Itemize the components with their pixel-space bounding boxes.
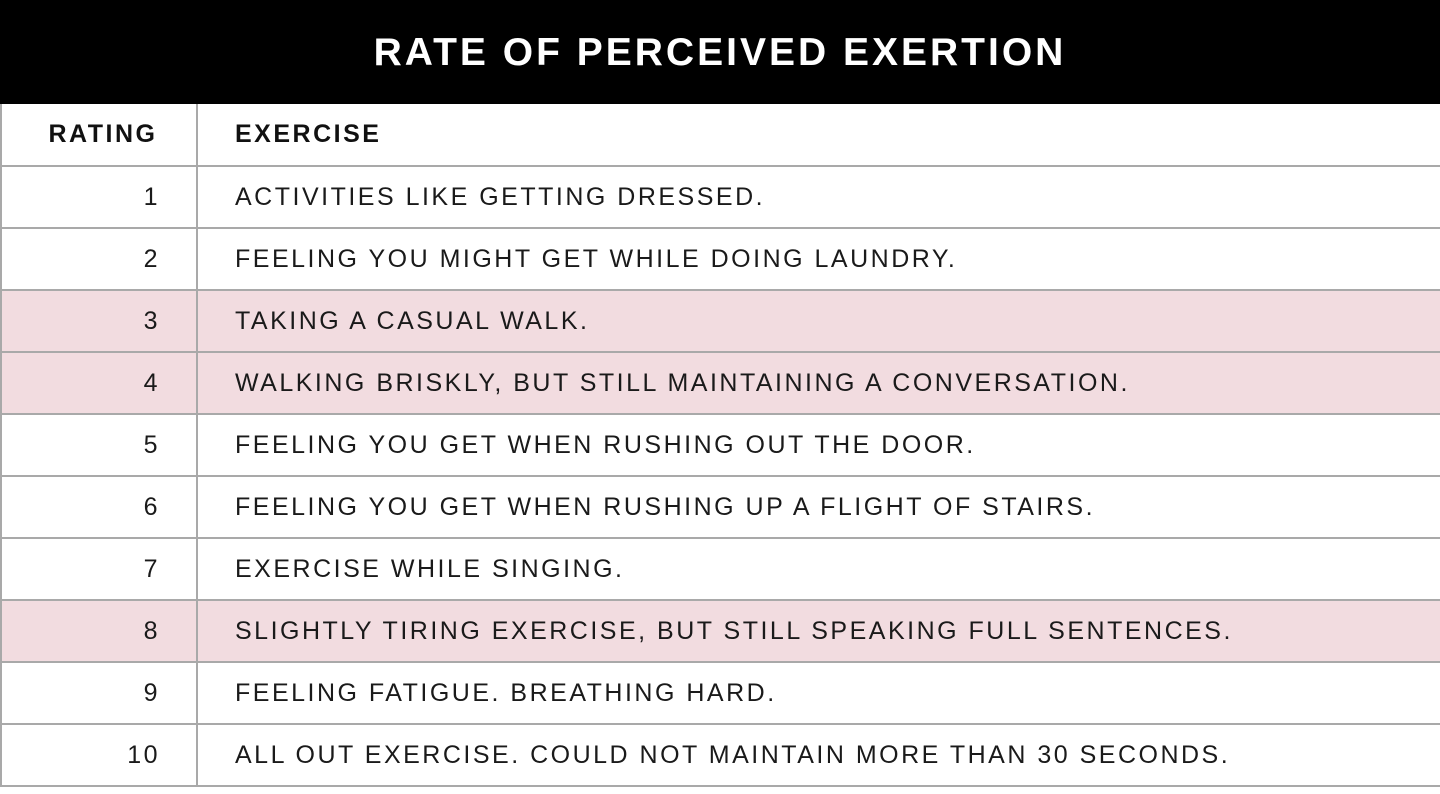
rating-cell: 10 [0,724,198,787]
table-header-row: RATING EXERCISE [0,104,1440,167]
rating-cell: 1 [0,166,198,229]
table-row: 7 EXERCISE WHILE SINGING. [0,538,1440,601]
exercise-cell: WALKING BRISKLY, BUT STILL MAINTAINING A… [197,352,1440,415]
exercise-column-header: EXERCISE [197,104,1440,167]
exercise-cell: EXERCISE WHILE SINGING. [197,538,1440,601]
rating-cell: 3 [0,290,198,353]
exercise-cell: ACTIVITIES LIKE GETTING DRESSED. [197,166,1440,229]
exercise-cell: FEELING FATIGUE. BREATHING HARD. [197,662,1440,725]
table-row: 2 FEELING YOU MIGHT GET WHILE DOING LAUN… [0,228,1440,291]
rating-cell: 9 [0,662,198,725]
exercise-cell: TAKING A CASUAL WALK. [197,290,1440,353]
rating-cell: 7 [0,538,198,601]
exercise-cell: SLIGHTLY TIRING EXERCISE, BUT STILL SPEA… [197,600,1440,663]
table-row: 5 FEELING YOU GET WHEN RUSHING OUT THE D… [0,414,1440,477]
table-row: 1 ACTIVITIES LIKE GETTING DRESSED. [0,166,1440,229]
table-row: 8 SLIGHTLY TIRING EXERCISE, BUT STILL SP… [0,600,1440,663]
rating-cell: 6 [0,476,198,539]
exercise-cell: FEELING YOU MIGHT GET WHILE DOING LAUNDR… [197,228,1440,291]
rating-cell: 8 [0,600,198,663]
table-row: 3 TAKING A CASUAL WALK. [0,290,1440,353]
table-row: 9 FEELING FATIGUE. BREATHING HARD. [0,662,1440,725]
table-row: 4 WALKING BRISKLY, BUT STILL MAINTAINING… [0,352,1440,415]
rating-cell: 2 [0,228,198,291]
exercise-cell: ALL OUT EXERCISE. COULD NOT MAINTAIN MOR… [197,724,1440,787]
table-row: 10 ALL OUT EXERCISE. COULD NOT MAINTAIN … [0,724,1440,787]
exercise-cell: FEELING YOU GET WHEN RUSHING UP A FLIGHT… [197,476,1440,539]
page-title: RATE OF PERCEIVED EXERTION [373,30,1067,74]
rating-cell: 4 [0,352,198,415]
rating-cell: 5 [0,414,198,477]
title-bar: RATE OF PERCEIVED EXERTION [0,0,1440,104]
exercise-cell: FEELING YOU GET WHEN RUSHING OUT THE DOO… [197,414,1440,477]
table-row: 6 FEELING YOU GET WHEN RUSHING UP A FLIG… [0,476,1440,539]
rating-column-header: RATING [0,104,198,167]
rpe-table: RATING EXERCISE 1 ACTIVITIES LIKE GETTIN… [0,104,1440,787]
